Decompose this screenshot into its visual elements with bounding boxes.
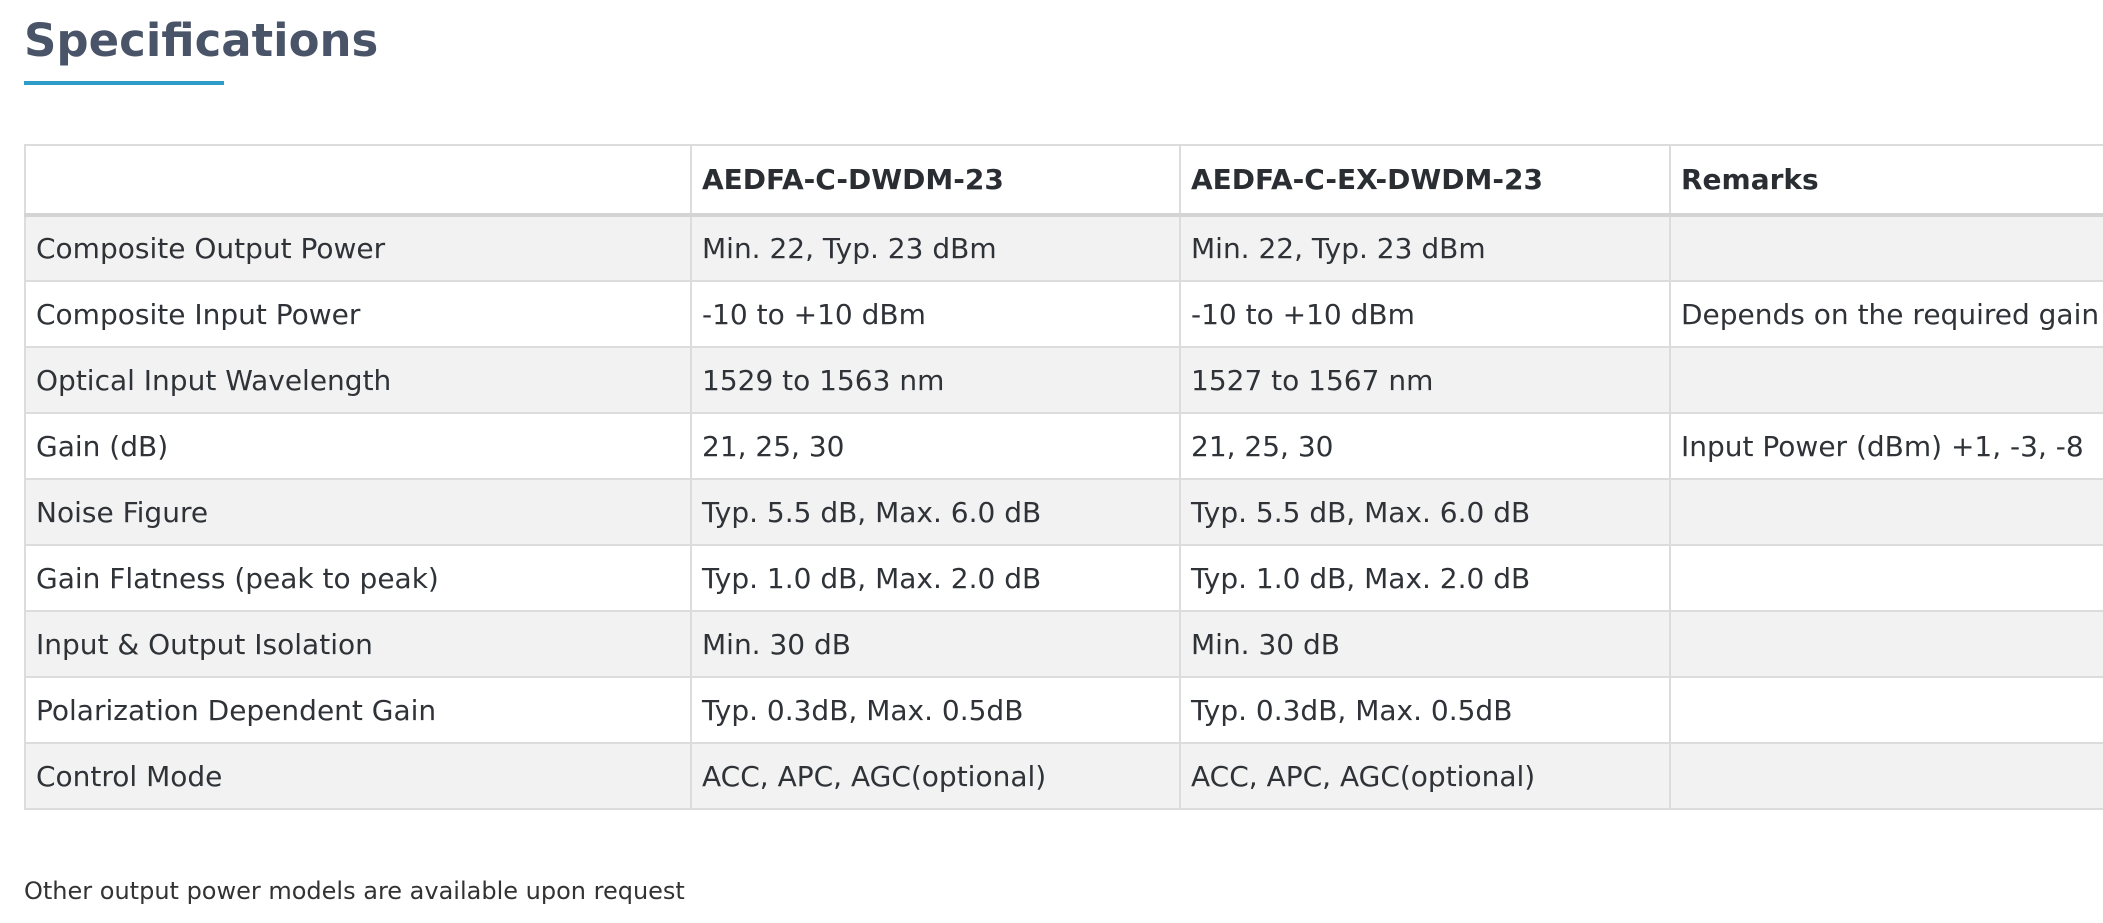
header-cell-parameter [24,144,692,217]
table-body: Composite Output Power Min. 22, Typ. 23 … [24,214,2103,810]
table-row: Noise Figure Typ. 5.5 dB, Max. 6.0 dB Ty… [24,478,2103,546]
remarks-cell [1669,676,2103,744]
model-1-value-cell: Typ. 1.0 dB, Max. 2.0 dB [690,544,1181,612]
remarks-cell [1669,544,2103,612]
footnote-text: Other output power models are available … [24,877,685,905]
parameter-cell: Optical Input Wavelength [24,346,692,414]
table-header-row: AEDFA-C-DWDM-23 AEDFA-C-EX-DWDM-23 Remar… [24,144,2103,217]
parameter-cell: Gain (dB) [24,412,692,480]
remarks-cell [1669,214,2103,282]
table-row: Composite Input Power -10 to +10 dBm -10… [24,280,2103,348]
remarks-cell [1669,610,2103,678]
model-1-value-cell: ACC, APC, AGC(optional) [690,742,1181,810]
header-cell-remarks: Remarks [1669,144,2103,217]
model-1-value-cell: Typ. 5.5 dB, Max. 6.0 dB [690,478,1181,546]
remarks-cell [1669,742,2103,810]
table-row: Control Mode ACC, APC, AGC(optional) ACC… [24,742,2103,810]
model-1-value-cell: Min. 22, Typ. 23 dBm [690,214,1181,282]
parameter-cell: Input & Output Isolation [24,610,692,678]
model-1-value-cell: Min. 30 dB [690,610,1181,678]
model-2-value-cell: -10 to +10 dBm [1179,280,1671,348]
model-2-value-cell: Typ. 0.3dB, Max. 0.5dB [1179,676,1671,744]
model-1-value-cell: -10 to +10 dBm [690,280,1181,348]
parameter-cell: Noise Figure [24,478,692,546]
specifications-table: AEDFA-C-DWDM-23 AEDFA-C-EX-DWDM-23 Remar… [24,144,2103,810]
model-2-value-cell: Typ. 1.0 dB, Max. 2.0 dB [1179,544,1671,612]
table-row: Polarization Dependent Gain Typ. 0.3dB, … [24,676,2103,744]
model-1-value-cell: Typ. 0.3dB, Max. 0.5dB [690,676,1181,744]
table-row: Composite Output Power Min. 22, Typ. 23 … [24,214,2103,282]
remarks-cell [1669,478,2103,546]
parameter-cell: Polarization Dependent Gain [24,676,692,744]
table-header: AEDFA-C-DWDM-23 AEDFA-C-EX-DWDM-23 Remar… [24,144,2103,217]
page-title: Specifications [24,14,379,67]
parameter-cell: Composite Output Power [24,214,692,282]
model-2-value-cell: 21, 25, 30 [1179,412,1671,480]
model-2-value-cell: ACC, APC, AGC(optional) [1179,742,1671,810]
model-1-value-cell: 21, 25, 30 [690,412,1181,480]
model-2-value-cell: Min. 30 dB [1179,610,1671,678]
remarks-cell: Depends on the required gain [1669,280,2103,348]
remarks-cell: Input Power (dBm) +1, -3, -8 [1669,412,2103,480]
table-row: Input & Output Isolation Min. 30 dB Min.… [24,610,2103,678]
header-cell-model-1: AEDFA-C-DWDM-23 [690,144,1181,217]
table-row: Gain (dB) 21, 25, 30 21, 25, 30 Input Po… [24,412,2103,480]
title-underline [24,81,224,85]
parameter-cell: Control Mode [24,742,692,810]
remarks-cell [1669,346,2103,414]
model-1-value-cell: 1529 to 1563 nm [690,346,1181,414]
model-2-value-cell: 1527 to 1567 nm [1179,346,1671,414]
parameter-cell: Composite Input Power [24,280,692,348]
model-2-value-cell: Typ. 5.5 dB, Max. 6.0 dB [1179,478,1671,546]
table-row: Gain Flatness (peak to peak) Typ. 1.0 dB… [24,544,2103,612]
header-cell-model-2: AEDFA-C-EX-DWDM-23 [1179,144,1671,217]
model-2-value-cell: Min. 22, Typ. 23 dBm [1179,214,1671,282]
table-row: Optical Input Wavelength 1529 to 1563 nm… [24,346,2103,414]
parameter-cell: Gain Flatness (peak to peak) [24,544,692,612]
